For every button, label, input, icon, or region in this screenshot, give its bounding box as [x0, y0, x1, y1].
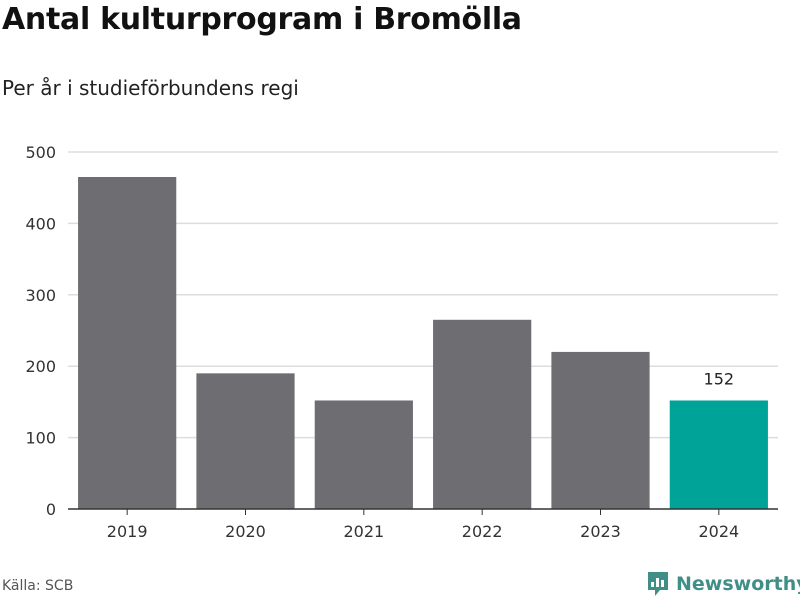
source-note: Källa: SCB — [2, 578, 74, 594]
data-label: 152 — [704, 369, 735, 388]
y-tick-label: 0 — [46, 500, 56, 519]
x-tick-label: 2022 — [462, 522, 503, 541]
y-tick-label: 100 — [25, 429, 56, 448]
bar-2024 — [669, 400, 768, 509]
y-tick-label: 300 — [25, 286, 56, 305]
bar-2021 — [314, 400, 413, 509]
bar-2023 — [551, 351, 650, 509]
y-tick-label: 500 — [25, 143, 56, 162]
brand-logo: Newsworthy — [646, 570, 800, 598]
x-tick-label: 2023 — [580, 522, 621, 541]
x-tick-label: 2021 — [343, 522, 384, 541]
bar-2019 — [78, 176, 177, 510]
label-layer: 0 100 200 300 400 500 2019 2020 2021 2022 2023 2024… — [25, 143, 739, 541]
grid-layer — [68, 151, 778, 439]
newsworthy-logo-icon — [648, 572, 668, 596]
bar-2020 — [196, 373, 295, 509]
y-tick-label: 200 — [25, 357, 56, 376]
axis-layer — [68, 508, 778, 515]
brand-name: Newsworthy — [676, 573, 800, 595]
chart-subtitle: Per år i studieförbundens regi — [2, 76, 299, 100]
chart-title: Antal kulturprogram i Bromölla — [2, 2, 522, 37]
y-tick-label: 400 — [25, 214, 56, 233]
x-tick-label: 2024 — [698, 522, 739, 541]
x-tick-label: 2019 — [107, 522, 148, 541]
x-tick-label: 2020 — [225, 522, 266, 541]
bar-layer — [78, 176, 768, 510]
bar-2022 — [433, 319, 532, 509]
